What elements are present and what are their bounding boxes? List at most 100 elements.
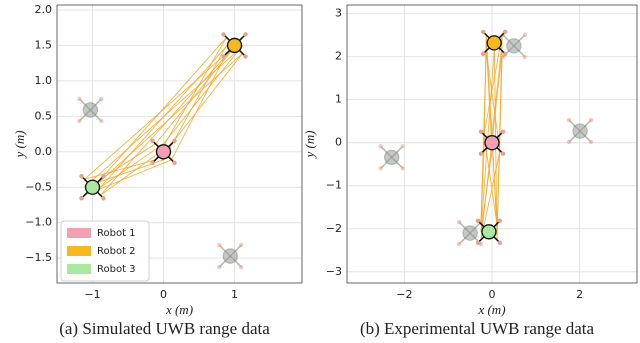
robot-rotor xyxy=(150,138,155,144)
range-line xyxy=(100,37,243,196)
range-line xyxy=(496,34,503,240)
robot-rotor xyxy=(480,51,486,57)
x-tick-label: −2 xyxy=(396,288,412,301)
range-line xyxy=(84,53,243,196)
subplot: −2 0 2 −3 −2 −1 0 1 2 3 x (m) y (m) (b) Experimental… xyxy=(302,4,638,338)
range-line xyxy=(171,53,243,145)
range-line xyxy=(485,34,498,224)
y-tick-label: 3 xyxy=(335,7,342,20)
robot-rotor xyxy=(478,151,484,156)
range-line xyxy=(155,37,227,161)
robot-rotor xyxy=(79,174,84,179)
robot-rotor xyxy=(566,117,572,123)
caption: (b) Experimental UWB range data xyxy=(360,319,595,338)
caption: (a) Simulated UWB range data xyxy=(59,319,270,338)
range-line xyxy=(100,143,156,180)
robot-rotor xyxy=(500,54,506,60)
robot xyxy=(486,35,502,51)
y-tick-label: 2 xyxy=(335,50,342,63)
y-tick-label: 1.0 xyxy=(35,74,53,87)
robot-rotor xyxy=(566,139,572,145)
robot xyxy=(155,144,172,160)
range-line xyxy=(163,45,243,145)
robot-rotor xyxy=(239,264,244,270)
robot-rotor xyxy=(99,118,104,124)
robot xyxy=(84,179,101,195)
robot xyxy=(484,135,500,151)
legend-swatch xyxy=(67,264,91,274)
robot-rotor xyxy=(101,196,106,201)
robot-rotor xyxy=(221,32,226,37)
range-line xyxy=(480,150,501,240)
y-tick-label: 0.0 xyxy=(35,145,53,158)
robot-rotor xyxy=(500,151,506,156)
robot-rotor xyxy=(101,174,106,179)
robot-rotor xyxy=(400,144,405,149)
x-tick-label: 2 xyxy=(576,288,583,301)
range-line xyxy=(491,42,503,135)
y-tick-label: −3 xyxy=(326,265,342,278)
range-line xyxy=(493,34,498,232)
legend-swatch xyxy=(67,246,91,256)
y-axis-label: y (m) xyxy=(302,130,317,159)
robot-rotor xyxy=(172,138,177,144)
legend-swatch xyxy=(67,228,91,238)
range-line xyxy=(100,143,164,188)
range-line xyxy=(84,53,227,180)
robot-estimate xyxy=(222,248,238,264)
robot-estimate xyxy=(572,123,588,139)
y-tick-label: −1.5 xyxy=(25,251,52,264)
robot-rotor xyxy=(502,51,508,57)
robot-rotor xyxy=(588,117,594,123)
legend-label: Robot 1 xyxy=(97,228,136,239)
robot-rotor xyxy=(400,166,405,171)
robot-rotor xyxy=(456,241,462,247)
y-tick-label: 1.5 xyxy=(35,38,53,51)
robot-rotor xyxy=(478,129,484,134)
y-tick-label: −0.5 xyxy=(25,180,52,193)
y-tick-label: 0 xyxy=(335,136,342,149)
robot xyxy=(226,37,243,54)
robot-rotor xyxy=(77,118,82,124)
robot-rotor xyxy=(221,54,226,59)
robot-rotor xyxy=(172,160,177,166)
robot-rotor xyxy=(217,242,222,248)
robot-rotor xyxy=(217,264,222,270)
robot-estimate xyxy=(82,102,99,118)
range-line xyxy=(480,50,487,224)
y-tick-label: 1 xyxy=(335,93,342,106)
range-line xyxy=(155,37,243,145)
robot-estimate xyxy=(384,149,400,165)
y-tick-label: 2.0 xyxy=(35,3,53,16)
x-axis-label: x (m) xyxy=(477,302,505,317)
robot-rotor xyxy=(475,240,481,245)
y-tick-label: −1 xyxy=(326,179,342,192)
range-line xyxy=(171,53,227,161)
legend-label: Robot 2 xyxy=(97,246,136,257)
x-tick-label: 0 xyxy=(160,288,167,301)
robot-rotor xyxy=(475,218,481,223)
robot-rotor xyxy=(243,54,248,59)
x-axis-label: x (m) xyxy=(165,302,193,317)
plot-frame xyxy=(56,4,303,284)
range-line xyxy=(100,37,235,188)
robot-rotor xyxy=(243,32,248,37)
subplot: −1 0 1 −1.5 −1.0 −0.5 0.0 0.5 1.0 1.5 2.0 x (m) y (m… xyxy=(12,3,303,338)
range-line xyxy=(84,159,156,180)
legend-label: Robot 3 xyxy=(97,264,136,275)
plot-frame xyxy=(346,4,638,284)
y-tick-label: −2 xyxy=(326,222,342,235)
robot-rotor xyxy=(497,240,503,245)
y-tick-label: −1.0 xyxy=(25,216,52,229)
y-axis-label: y (m) xyxy=(12,130,27,159)
robot-rotor xyxy=(500,129,506,134)
robot-rotor xyxy=(522,32,528,38)
robot xyxy=(481,224,497,240)
robot-estimate xyxy=(462,225,478,241)
robot-rotor xyxy=(99,96,104,102)
robot-rotor xyxy=(522,54,528,60)
x-tick-label: −1 xyxy=(84,288,100,301)
robot-estimate xyxy=(506,38,522,54)
robot-rotor xyxy=(77,96,82,102)
